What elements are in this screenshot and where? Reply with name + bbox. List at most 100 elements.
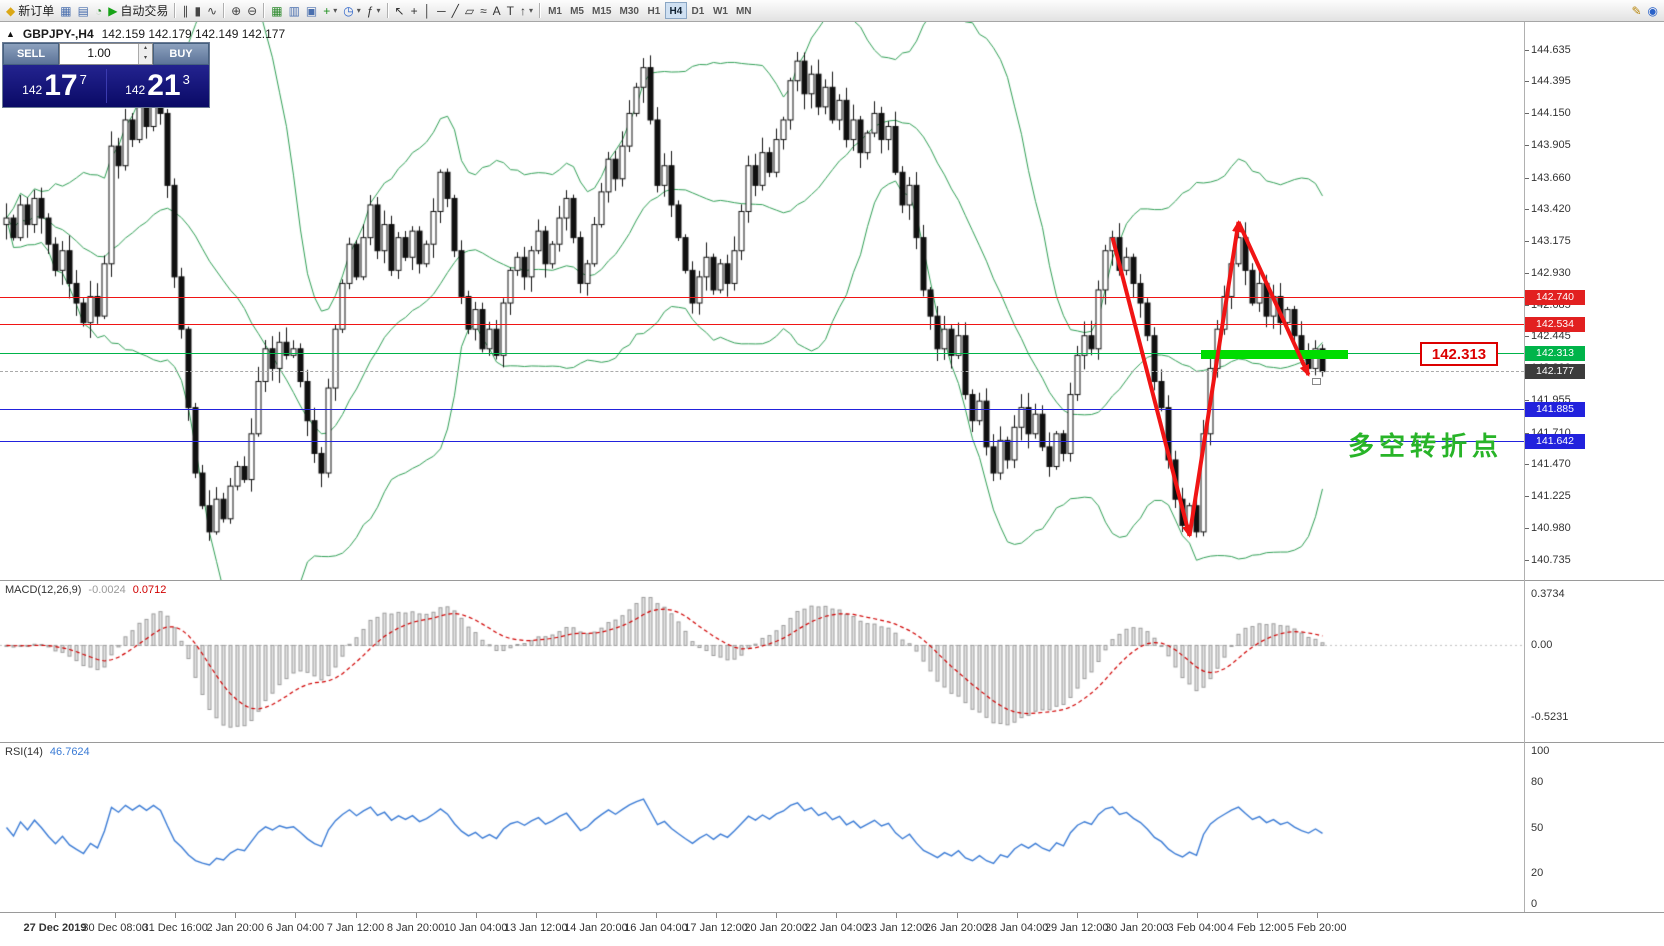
time-tick [295,913,297,918]
level-line-142.74[interactable] [0,297,1524,299]
horizontal-line-button[interactable]: ─ [434,2,449,20]
price-tick-label: 140.980 [1531,521,1571,534]
rsi-canvas[interactable] [0,743,1524,912]
new-order-button[interactable]: ◆ 新订单 [3,2,57,20]
new-chart-dropdown-icon[interactable]: ▾ [333,6,338,15]
charts-grid-button[interactable]: ▦ [57,2,74,20]
text-label-icon: T [506,3,515,18]
sell-price[interactable]: 142 17 7 [3,65,106,107]
timeframe-w1-button[interactable]: W1 [712,6,728,17]
price-tick [1525,177,1529,179]
strategy-tester-button[interactable]: ◔ [92,2,105,20]
autotrading-button[interactable]: ▶ 自动交易 [105,2,171,20]
rsi-label: RSI(14) [5,746,43,758]
price-tick [1525,272,1529,274]
timeframe-mn-button[interactable]: MN [735,6,752,17]
timeframe-m1-button[interactable]: M1 [548,6,562,17]
timeframe-d1-button[interactable]: D1 [691,6,705,17]
text-button[interactable]: A [490,2,504,20]
channel-button[interactable]: ▱ [462,2,477,20]
arrows-tool-button[interactable]: ↑ ▾ [517,2,536,20]
price-tick [1525,113,1529,115]
volume-down-icon[interactable]: ▾ [139,54,152,64]
new-chart-icon: + [323,3,331,18]
price-tick-label: 141.470 [1531,457,1571,470]
price-tick [1525,81,1529,83]
macd-label-row: MACD(12,26,9) -0.0024 0.0712 [5,584,166,596]
collapse-trade-panel-icon[interactable]: ▲ [6,29,15,39]
rsi-label-row: RSI(14) 46.7624 [5,746,90,758]
zoom-in-button[interactable]: ⊕ [228,2,244,20]
line-chart-button[interactable]: ∿ [204,2,220,20]
timeframe-m5-button[interactable]: M5 [570,6,584,17]
support-highlight-box[interactable] [1200,349,1348,359]
new-order-icon: ◆ [6,3,16,18]
order-marker[interactable] [1311,377,1321,385]
trendline-button[interactable]: ╱ [449,2,462,20]
indicators-list-button[interactable]: ƒ ▾ [364,2,384,20]
rsi-axis-label: 80 [1531,775,1544,788]
vertical-line-button[interactable]: │ [421,2,435,20]
arrows-tool-dropdown-icon[interactable]: ▾ [529,6,534,15]
ohlc-readout: 142.159 142.179 142.149 142.177 [101,27,286,41]
panel-separator[interactable] [0,580,1664,581]
level-line-142.313[interactable] [0,353,1524,355]
community-icon: ◉ [1647,3,1658,18]
price-tick [1525,400,1529,402]
crosshair-button[interactable]: + [408,2,421,20]
zoom-out-button[interactable]: ⊖ [244,2,260,20]
text-label-button[interactable]: T [504,2,517,20]
panel-separator[interactable] [0,912,1664,913]
buy-price[interactable]: 142 21 3 [106,65,209,107]
macd-value: -0.0024 [88,584,126,596]
profiles-dropdown-icon[interactable]: ▾ [356,6,361,15]
macd-axis-label: 0.00 [1531,639,1553,652]
edit-tool-button[interactable]: ✎ [1628,2,1644,20]
sell-button[interactable]: SELL [3,43,59,65]
price-tick [1525,305,1529,306]
community-button[interactable]: ◉ [1645,2,1661,20]
indicators-list-dropdown-icon[interactable]: ▾ [376,6,381,15]
timeframe-m15-button[interactable]: M15 [592,6,612,17]
price-tag-141.885: 141.885 [1525,402,1585,418]
horizontal-line-icon: ─ [437,3,446,18]
indicator-window-button[interactable]: ▥ [286,2,303,20]
level-line-142.177[interactable] [0,370,1524,372]
price-tick [1525,336,1529,338]
toolbar-right-group: ✎ ◉ [1628,2,1661,20]
sell-price-big: 17 [44,69,78,102]
price-callout[interactable]: 142.313 [1420,341,1498,366]
zoom-in-icon: ⊕ [231,3,242,18]
buy-button[interactable]: BUY [153,43,209,65]
indicator-window-icon: ▥ [288,3,300,18]
panel-separator[interactable] [0,742,1664,743]
fibonacci-button[interactable]: ≈ [477,2,490,20]
time-label: 28 Jan 04:00 [984,922,1049,934]
level-line-141.885[interactable] [0,409,1524,411]
price-chart-canvas[interactable] [0,22,1524,580]
new-chart-button[interactable]: + ▾ [320,2,340,20]
bars-chart-button[interactable]: ∥ [179,2,191,20]
timeframe-h1-button[interactable]: H1 [647,6,661,17]
macd-canvas[interactable] [0,581,1524,742]
timeframe-m30-button[interactable]: M30 [619,6,639,17]
level-line-142.534[interactable] [0,324,1524,326]
level-line-141.642[interactable] [0,440,1524,442]
cursor-button[interactable]: ↖ [392,2,408,20]
volume-value[interactable]: 1.00 [87,46,111,60]
candles-chart-button[interactable]: ▮ [191,2,204,20]
volume-up-icon[interactable]: ▴ [139,44,152,54]
data-window-button[interactable]: ▤ [75,2,92,20]
charts-grid-icon: ▦ [60,3,72,18]
tile-windows-button[interactable]: ▦ [268,2,285,20]
time-axis[interactable]: 27 Dec 2019 30 Dec 08:00 31 Dec 16:00 2 Jan… [0,913,1664,946]
edit-tool-icon: ✎ [1631,3,1642,18]
toolbar-separator [386,3,389,18]
templates-button[interactable]: ▣ [303,2,320,20]
turning-point-annotation[interactable]: 多空转折点 [1348,430,1504,461]
text-icon: A [492,3,501,18]
volume-input[interactable]: 1.00 ▴ ▾ [59,43,153,65]
time-label: 7 Jan 12:00 [326,922,385,934]
timeframe-h4-button[interactable]: H4 [664,2,687,19]
profiles-button[interactable]: ◷ ▾ [340,2,364,20]
